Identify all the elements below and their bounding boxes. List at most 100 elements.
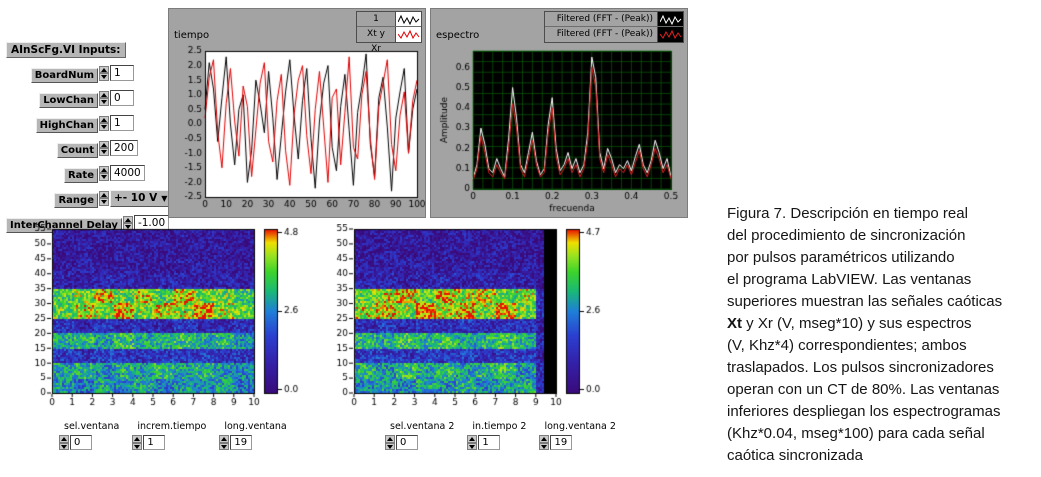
legend-row-1[interactable]: 1 — [357, 12, 421, 27]
in-tiempo-2-label: in.tiempo 2 — [472, 421, 527, 432]
rate-value[interactable]: 4000 — [110, 165, 145, 181]
increment-icon[interactable] — [219, 435, 230, 443]
decrement-icon[interactable] — [99, 123, 109, 131]
spectrogram-right-canvas — [328, 224, 613, 414]
input-row-lowchan: LowChan 0 — [6, 88, 176, 108]
legend-row-2[interactable]: Xt y Xr — [357, 27, 421, 54]
increment-icon[interactable] — [539, 435, 550, 443]
decrement-icon[interactable] — [99, 73, 109, 81]
increment-icon[interactable] — [99, 165, 109, 173]
highchan-value[interactable]: 1 — [110, 115, 134, 131]
increment-icon[interactable] — [59, 435, 69, 443]
spectrum-plot-legend[interactable]: Filtered (FFT - (Peak)) Filtered (FFT - … — [544, 11, 684, 43]
legend-row-1[interactable]: Filtered (FFT - (Peak)) — [545, 12, 683, 27]
legend-line-sample-red[interactable] — [395, 27, 421, 42]
lowchan-spinner[interactable] — [99, 90, 109, 106]
caption-line: superiores muestran las señales caóticas — [727, 293, 1003, 310]
range-ring-selector[interactable]: +- 10 V ▼ — [110, 189, 172, 207]
range-spinner[interactable] — [99, 190, 109, 206]
count-labelwrap: Count — [6, 138, 98, 158]
increment-icon[interactable] — [99, 115, 109, 123]
long-ventana-2-label: long.ventana 2 — [544, 421, 616, 432]
increment-icon[interactable] — [122, 215, 133, 223]
decrement-icon[interactable] — [99, 198, 109, 206]
spectrogram-left-canvas — [26, 224, 311, 414]
decrement-icon[interactable] — [132, 442, 143, 450]
increment-icon[interactable] — [99, 140, 109, 148]
decrement-icon[interactable] — [385, 442, 395, 450]
lowchan-labelwrap: LowChan — [6, 88, 98, 108]
increm-tiempo-spinner[interactable] — [132, 435, 143, 450]
spectrogram-right — [328, 224, 613, 418]
sel-ventana-control: sel.ventana 0 — [58, 421, 119, 450]
rate-spinner[interactable] — [99, 165, 109, 181]
count-value[interactable]: 200 — [110, 140, 139, 156]
legend-label[interactable]: Filtered (FFT - (Peak)) — [556, 14, 653, 24]
increment-icon[interactable] — [385, 435, 395, 443]
increm-tiempo-value[interactable]: 1 — [143, 435, 166, 450]
input-row-range: Range +- 10 V ▼ — [6, 188, 176, 208]
decrement-icon[interactable] — [99, 98, 109, 106]
decrement-icon[interactable] — [59, 442, 69, 450]
caption-line: (V, Khz*4) correspondientes; ambos — [727, 337, 967, 354]
range-label: Range — [54, 193, 98, 208]
input-row-count: Count 200 — [6, 138, 176, 158]
caption-line: el programa LabVIEW. Las ventanas — [727, 271, 972, 288]
time-plot-panel: tiempo 1 Xt y Xr — [168, 8, 427, 219]
legend-label[interactable]: 1 — [373, 14, 379, 24]
legend-row-2[interactable]: Filtered (FFT - (Peak)) — [545, 27, 683, 42]
sel-ventana-spinner[interactable] — [59, 435, 69, 450]
highchan-labelwrap: HighChan — [6, 113, 98, 133]
increment-icon[interactable] — [467, 435, 478, 443]
long-ventana-2-value[interactable]: 19 — [550, 435, 573, 450]
sel-ventana-2-label: sel.ventana 2 — [390, 421, 455, 432]
increment-icon[interactable] — [132, 435, 143, 443]
spectrogram-right-controls: sel.ventana 2 0 in.tiempo 2 1 long.venta… — [384, 421, 616, 450]
in-tiempo-2-value[interactable]: 1 — [478, 435, 501, 450]
decrement-icon[interactable] — [467, 442, 478, 450]
caption-line: Figura 7. Descripción en tiempo real — [727, 205, 968, 222]
legend-line-sample-white[interactable] — [657, 12, 683, 26]
in-tiempo-2-spinner[interactable] — [467, 435, 478, 450]
long-ventana-spinner[interactable] — [219, 435, 230, 450]
lowchan-value[interactable]: 0 — [110, 90, 134, 106]
dropdown-arrow-icon: ▼ — [161, 193, 168, 203]
decrement-icon[interactable] — [219, 442, 230, 450]
boardnum-labelwrap: BoardNum — [6, 63, 98, 83]
legend-label[interactable]: Xt y Xr — [367, 29, 385, 54]
long-ventana-2-spinner[interactable] — [539, 435, 550, 450]
spectrogram-left — [26, 224, 311, 418]
red-line-sample-icon — [397, 29, 419, 40]
black-line-sample-icon — [397, 14, 419, 25]
long-ventana-value[interactable]: 19 — [230, 435, 253, 450]
decrement-icon[interactable] — [99, 173, 109, 181]
time-plot-legend[interactable]: 1 Xt y Xr — [356, 11, 422, 54]
white-line-sample-icon — [659, 14, 681, 25]
sel-ventana-2-box: 0 — [384, 435, 454, 450]
decrement-icon[interactable] — [99, 148, 109, 156]
increment-icon[interactable] — [99, 90, 109, 98]
boardnum-spinner[interactable] — [99, 65, 109, 81]
legend-line-sample-red[interactable] — [657, 27, 683, 42]
lowchan-label: LowChan — [39, 93, 98, 108]
highchan-spinner[interactable] — [99, 115, 109, 131]
figure-caption: Figura 7. Descripción en tiempo real del… — [727, 203, 1039, 467]
rate-label: Rate — [63, 168, 98, 183]
legend-line-sample-black[interactable] — [395, 12, 421, 26]
boardnum-value[interactable]: 1 — [110, 65, 134, 81]
boardnum-label: BoardNum — [30, 68, 98, 83]
increment-icon[interactable] — [99, 190, 109, 198]
sel-ventana-2-spinner[interactable] — [385, 435, 395, 450]
legend-label[interactable]: Filtered (FFT - (Peak)) — [556, 29, 653, 39]
sel-ventana-value[interactable]: 0 — [70, 435, 92, 450]
increment-icon[interactable] — [99, 65, 109, 73]
in-tiempo-2-control: in.tiempo 2 1 — [466, 421, 526, 450]
caption-line: caótica sincronizada — [727, 447, 863, 464]
in-tiempo-2-box: 1 — [466, 435, 526, 450]
decrement-icon[interactable] — [539, 442, 550, 450]
sel-ventana-2-value[interactable]: 0 — [396, 435, 418, 450]
input-row-rate: Rate 4000 — [6, 163, 176, 183]
inputs-panel-title: AInScFg.VI Inputs: — [6, 42, 126, 58]
count-spinner[interactable] — [99, 140, 109, 156]
